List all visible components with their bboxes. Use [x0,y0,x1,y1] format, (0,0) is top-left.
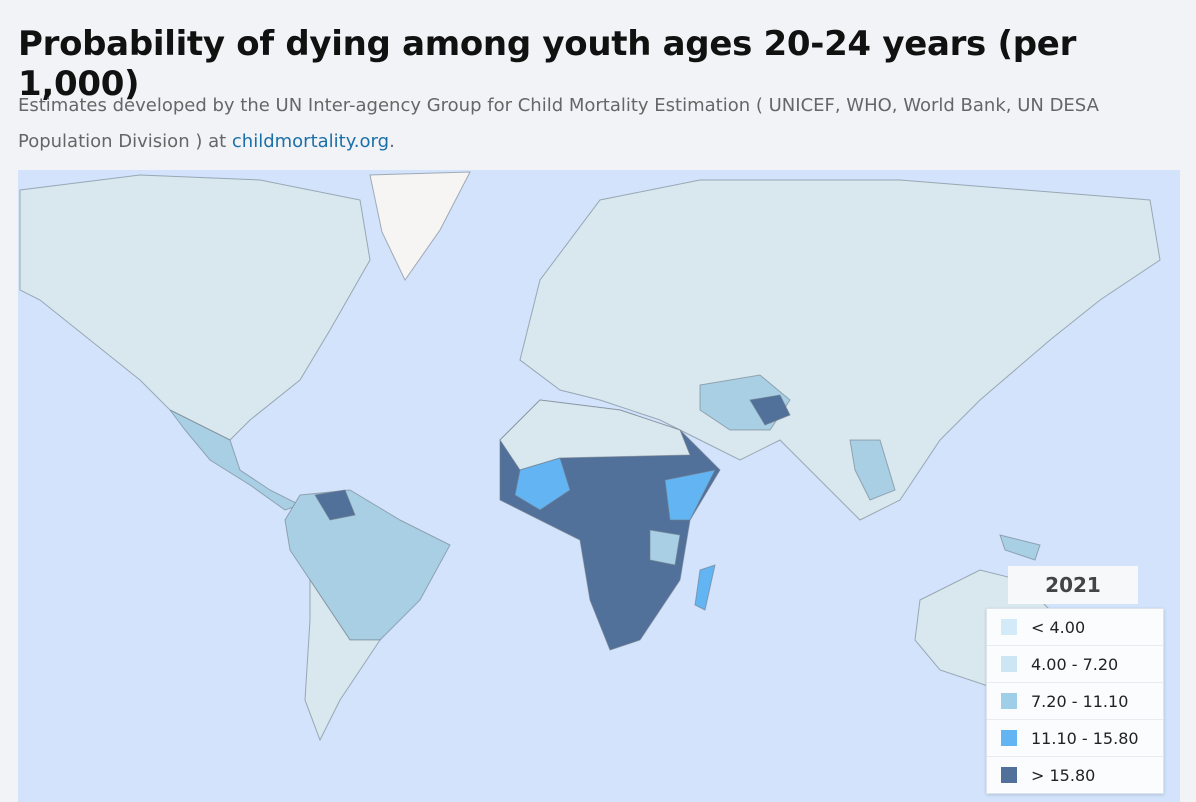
legend-label: < 4.00 [1031,617,1086,637]
north-america [19,174,371,441]
legend-swatch [1001,619,1017,635]
legend-swatch [1001,767,1017,783]
eurasia [519,179,1161,521]
legend-swatch [1001,656,1017,672]
title: Probability of dying among youth ages 20… [18,24,1077,104]
afghanistan [749,394,791,426]
legend-label: 7.20 - 11.10 [1031,691,1129,711]
legend-swatch [1001,730,1017,746]
legend-label: 4.00 - 7.20 [1031,654,1119,674]
southern-cone [304,578,381,742]
legend-item[interactable]: 11.10 - 15.80 [987,720,1163,757]
tanzania [649,529,681,566]
legend-year: 2021 [1008,566,1138,604]
legend-label: 11.10 - 15.80 [1031,728,1139,748]
legend-swatch [1001,693,1017,709]
legend-label: > 15.80 [1031,765,1096,785]
legend: < 4.00 4.00 - 7.20 7.20 - 11.10 11.10 - 15.… [986,608,1164,794]
venezuela [314,489,356,521]
source-link[interactable]: childmortality.org [231,131,390,152]
greenland [369,171,471,281]
west-africa [514,457,571,511]
subtitle: Estimates developed by the UN Inter-agen… [18,88,1188,160]
legend-item[interactable]: 4.00 - 7.20 [987,646,1163,683]
subtitle-text: Estimates developed by the UN Inter-agen… [18,95,1099,152]
southeast-asia [849,439,896,501]
legend-item[interactable]: 7.20 - 11.10 [987,683,1163,720]
east-africa [664,469,716,521]
subtitle-end: . [389,131,395,152]
madagascar [694,564,716,611]
new-guinea [999,534,1041,561]
legend-item[interactable]: < 4.00 [987,609,1163,646]
legend-item[interactable]: > 15.80 [987,757,1163,793]
